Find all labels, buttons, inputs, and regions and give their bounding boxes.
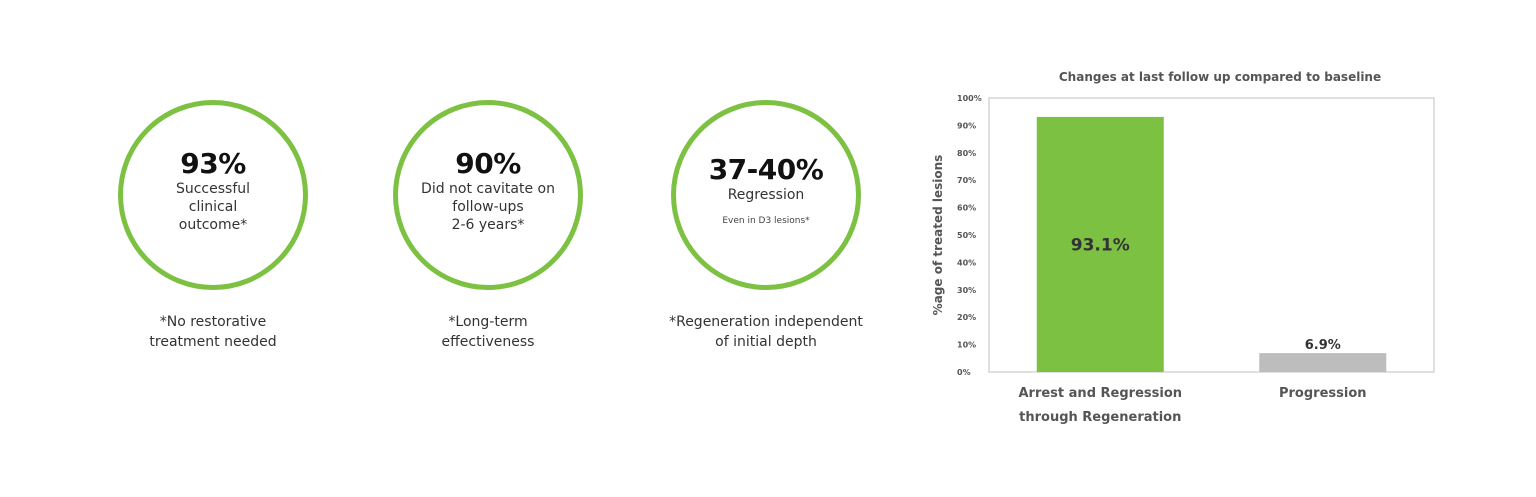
stat-circle [118, 100, 308, 290]
chart-title: Changes at last follow up compared to ba… [1059, 70, 1381, 84]
stat-description: Did not cavitate on [421, 181, 555, 197]
stat-footnote: *No restorative treatment needed [83, 312, 343, 352]
y-axis-label: %age of treated lesions [931, 155, 945, 316]
y-tick-label: 40% [957, 258, 976, 267]
data-label: 6.9% [1305, 338, 1341, 353]
y-tick-label: 50% [957, 231, 976, 240]
stat-description: 2-6 years* [451, 217, 525, 233]
stat-description: Successful [175, 181, 251, 197]
y-tick-label: 70% [957, 176, 976, 185]
bar-1 [1036, 116, 1164, 372]
stat-footnote: *Regeneration independent of initial dept… [636, 312, 896, 352]
footnote-line: effectiveness [441, 334, 535, 350]
footnote-line: treatment needed [149, 334, 277, 350]
data-label: 93.1% [1071, 235, 1130, 255]
stat-value: 93% [180, 147, 246, 180]
plot-frame [988, 97, 1435, 373]
y-tick-label: 20% [957, 313, 976, 322]
footnote-line: *Regeneration independent [669, 314, 863, 330]
stat-value: 37-40% [708, 153, 824, 187]
stat-description: follow-ups [452, 199, 524, 215]
stat-circle [393, 100, 583, 290]
stat-subtext: Even in D3 lesions* [722, 216, 810, 227]
stat-content: 93% Successful clinical outcome* [113, 147, 313, 234]
stat-content: 90% Did not cavitate on follow-ups 2-6 year… [388, 147, 588, 234]
x-tick-label: Arrest and Regression [1018, 386, 1182, 401]
y-tick-label: 80% [957, 149, 976, 158]
y-tick-label: 90% [957, 121, 976, 130]
y-tick-label: 100% [957, 94, 982, 103]
y-tick-label: 10% [957, 341, 976, 350]
footnote-line: *Long-term [448, 314, 528, 330]
y-tick-label: 0% [957, 368, 971, 377]
footnote-line: *No restorative [159, 314, 267, 330]
footnote-line: of initial depth [715, 334, 817, 350]
stat-description: clinical [188, 199, 238, 215]
stat-footnote: *Long-term effectiveness [358, 312, 618, 352]
stat-description: Regression [727, 187, 805, 204]
bar-2 [1259, 353, 1387, 372]
stat-description: outcome* [178, 217, 248, 233]
stat-value: 90% [455, 147, 521, 180]
y-tick-label: 60% [957, 204, 976, 213]
x-tick-label: through Regeneration [1019, 410, 1181, 425]
x-tick-label: Progression [1279, 386, 1367, 401]
stat-circle [671, 100, 861, 290]
y-tick-label: 30% [957, 286, 976, 295]
stat-content: 37-40% Regression Even in D3 lesions* [666, 153, 866, 226]
